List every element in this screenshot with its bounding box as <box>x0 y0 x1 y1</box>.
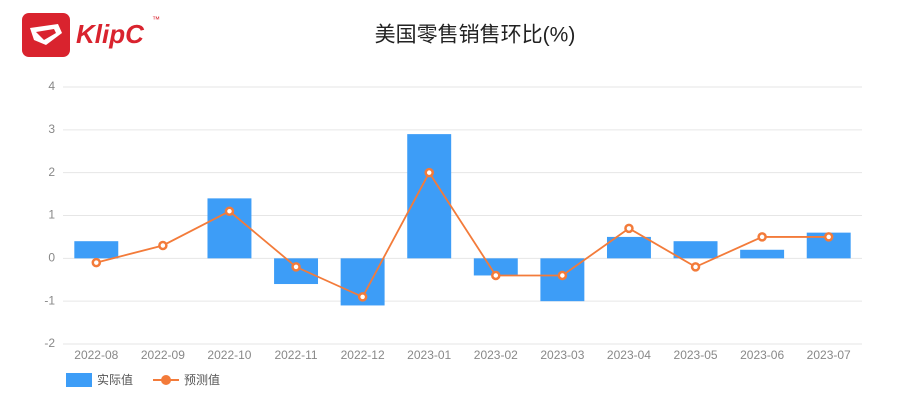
y-tick-label: 2 <box>48 165 55 179</box>
x-tick-label: 2023-05 <box>674 348 718 362</box>
line-point <box>557 270 568 281</box>
legend-label: 实际值 <box>97 372 133 387</box>
bar <box>673 241 718 259</box>
bar <box>740 249 785 259</box>
legend-label: 预测值 <box>184 372 220 387</box>
y-tick-label: 0 <box>48 251 55 265</box>
x-tick-label: 2022-10 <box>207 348 251 362</box>
y-tick-label: 4 <box>48 79 55 93</box>
x-tick-label: 2022-11 <box>274 348 317 362</box>
x-tick-label: 2022-08 <box>74 348 118 362</box>
line-point <box>357 292 368 302</box>
bar <box>473 258 518 276</box>
y-tick-label: 1 <box>48 208 55 222</box>
x-tick-label: 2022-09 <box>141 348 185 362</box>
x-tick-label: 2023-07 <box>807 348 851 362</box>
logo: KlipC ™ <box>22 13 160 57</box>
line-point <box>757 232 767 242</box>
y-tick-label: -1 <box>44 293 55 307</box>
legend-swatch <box>161 375 172 385</box>
x-tick-label: 2023-04 <box>607 348 651 362</box>
x-tick-label: 2023-03 <box>540 348 584 362</box>
line <box>96 170 829 299</box>
chart-title: 美国零售销售环比(%) <box>375 24 576 47</box>
line-point <box>491 270 501 281</box>
bar <box>74 241 119 259</box>
line-point <box>624 223 634 234</box>
legend-swatch <box>66 373 92 387</box>
y-tick-label: -2 <box>44 336 55 350</box>
line-point <box>424 167 434 178</box>
line-point <box>291 262 301 272</box>
y-tick-label: 3 <box>48 122 55 136</box>
line-point <box>224 206 235 216</box>
x-tick-label: 2023-02 <box>474 348 518 362</box>
logo-trademark: ™ <box>152 15 160 24</box>
logo-text: KlipC <box>76 19 145 49</box>
x-tick-label: 2023-06 <box>740 348 784 362</box>
logo-icon-cut <box>36 29 56 40</box>
x-tick-label: 2022-12 <box>341 348 385 362</box>
x-tick-label: 2023-01 <box>407 348 451 362</box>
line-point <box>91 257 102 268</box>
line-point <box>158 240 168 251</box>
bar <box>606 236 651 259</box>
line-point <box>690 262 701 272</box>
line-point <box>823 232 834 242</box>
